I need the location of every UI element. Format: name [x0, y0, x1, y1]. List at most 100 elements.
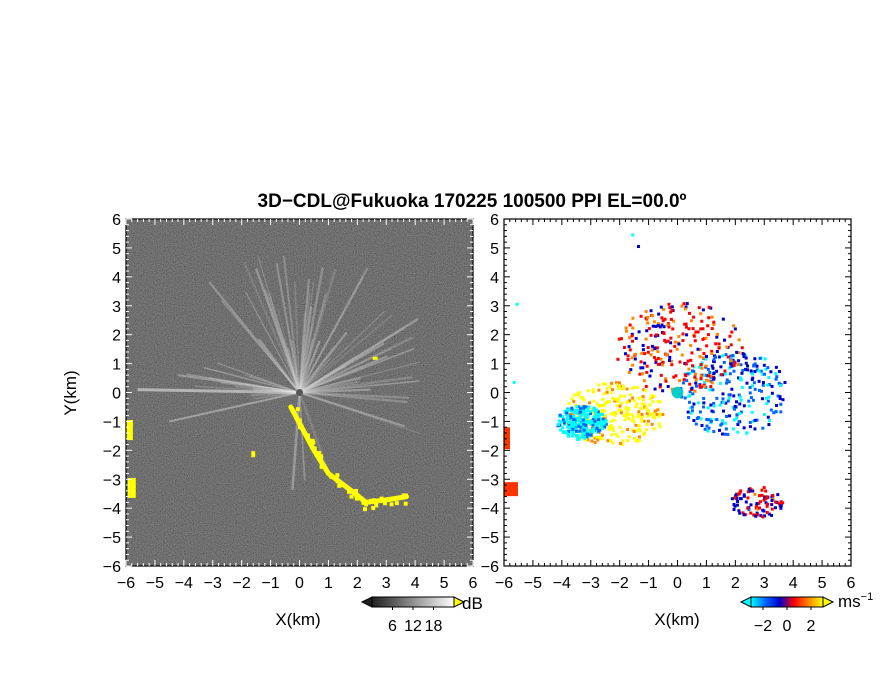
velocity-pixel [670, 305, 674, 309]
velocity-pixel [651, 415, 655, 419]
velocity-pixel [703, 385, 707, 389]
velocity-pixel [563, 409, 567, 413]
y-tick-label: −1 [103, 414, 121, 431]
velocity-pixel [735, 413, 739, 417]
velocity-pixel [779, 410, 783, 414]
velocity-pixel [602, 423, 606, 427]
velocity-pixel [630, 356, 634, 360]
velocity-pixel [632, 399, 636, 403]
velocity-pixel [584, 423, 588, 427]
velocity-pixel [589, 433, 593, 437]
velocity-pixel [655, 412, 659, 416]
velocity-pixel [588, 429, 592, 433]
velocity-pixel [687, 327, 691, 331]
velocity-pixel [741, 368, 745, 372]
velocity-pixel [618, 385, 622, 389]
velocity-pixel [569, 409, 573, 413]
velocity-pixel [692, 369, 696, 373]
velocity-pixel [664, 377, 668, 381]
velocity-pixel [690, 351, 694, 355]
velocity-pixel [759, 514, 763, 518]
velocity-pixel [573, 418, 577, 422]
velocity-pixel [631, 396, 635, 400]
velocity-pixel [761, 515, 765, 519]
velocity-pixel [582, 428, 586, 432]
x-tick-label: −5 [524, 575, 542, 592]
velocity-pixel [637, 396, 641, 400]
velocity-pixel [658, 325, 662, 329]
velocity-pixel [637, 330, 641, 334]
velocity-pixel [729, 365, 733, 369]
x-tick-label: −1 [261, 575, 279, 592]
velocity-pixel [663, 317, 667, 321]
velocity-pixel [571, 432, 575, 436]
snr-beam [203, 366, 300, 394]
velocity-pixel [721, 419, 725, 423]
velocity-pixel [701, 337, 705, 341]
velocity-pixel [728, 334, 732, 338]
velocity-pixel [710, 381, 714, 385]
velocity-pixel [609, 412, 613, 416]
velocity-pixel [669, 336, 673, 340]
y-tick-label: 1 [490, 357, 499, 374]
velocity-pixel [739, 410, 743, 414]
velocity-pixel [573, 423, 577, 427]
velocity-pixel [645, 364, 649, 368]
y-tick-label: 6 [112, 212, 121, 229]
velocity-pixel [720, 400, 724, 404]
velocity-pixel [584, 405, 588, 409]
velocity-pixel [672, 375, 676, 379]
velocity-pixel [699, 363, 703, 367]
x-tick-label: −6 [495, 575, 513, 592]
velocity-pixel [698, 410, 702, 414]
y-tick-label: 4 [490, 270, 499, 287]
velocity-pixel [611, 428, 615, 432]
velocity-pixel [641, 414, 645, 418]
velocity-pixel [740, 371, 744, 375]
velocity-pixel [753, 387, 757, 391]
y-tick-label: 4 [112, 270, 121, 287]
velocity-pixel [600, 437, 604, 441]
velocity-pixel [753, 357, 757, 361]
velocity-pixel [673, 340, 677, 344]
y-tick-label: 3 [112, 299, 121, 316]
velocity-pixel [601, 397, 605, 401]
velocity-pixel [692, 334, 696, 338]
velocity-pixel [735, 400, 739, 404]
velocity-pixel [651, 314, 655, 318]
velocity-pixel [580, 432, 584, 436]
velocity-pixel [755, 364, 759, 368]
velocity-pixel [692, 418, 696, 422]
velocity-pixel [584, 409, 588, 413]
snr-echo-pixel [401, 493, 406, 498]
velocity-pixel [710, 327, 714, 331]
velocity-pixel [643, 361, 647, 365]
snr-beam [298, 331, 348, 394]
velocity-pixel [579, 426, 583, 430]
velocity-pixel [561, 418, 565, 422]
snr-beam [298, 268, 337, 393]
velocity-pixel [685, 379, 689, 383]
velocity-pixel [611, 388, 615, 392]
velocity-pixel [512, 380, 516, 384]
velocity-pixel [756, 513, 760, 517]
velocity-pixel [757, 379, 761, 383]
velocity-pixel [717, 342, 721, 346]
velocity-pixel [694, 330, 698, 334]
velocity-pixel [754, 514, 758, 518]
velocity-pixel [649, 353, 653, 357]
velocity-pixel [627, 399, 631, 403]
snr-echo-pixel [329, 474, 334, 479]
snr-beam [298, 312, 306, 393]
velocity-pixel [761, 381, 765, 385]
velocity-pixel [592, 412, 596, 416]
velocity-pixel [624, 326, 628, 330]
snr-beam [299, 391, 410, 399]
velocity-pixel [728, 372, 732, 376]
velocity-pixel [571, 430, 575, 434]
velocity-pixel [574, 429, 578, 433]
velocity-pixel [681, 339, 685, 343]
velocity-pixel [595, 429, 599, 433]
left-y-axis-label: Y(km) [61, 370, 80, 415]
velocity-pixel [649, 412, 653, 416]
